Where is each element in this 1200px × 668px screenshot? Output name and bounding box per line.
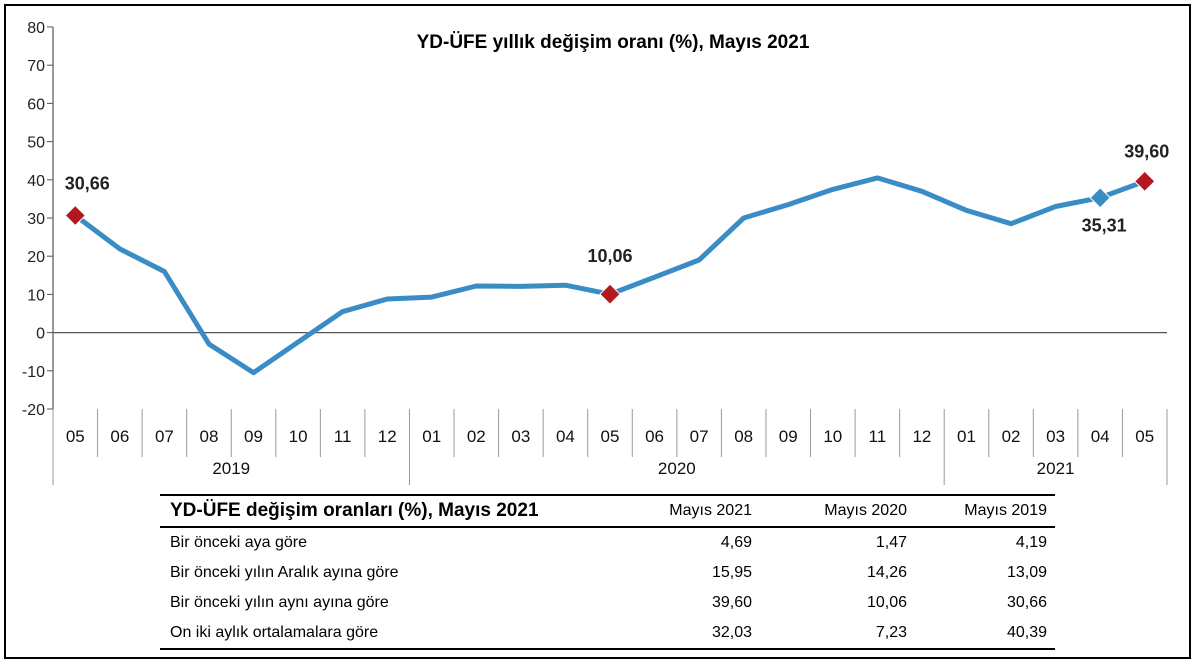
row-label: On iki aylık ortalamalara göre xyxy=(160,618,615,650)
data-label: 30,66 xyxy=(65,173,110,193)
data-marker xyxy=(599,283,621,305)
column-header: Mayıs 2019 xyxy=(915,494,1055,528)
data-markers xyxy=(64,170,1156,305)
table-cell: 10,06 xyxy=(866,594,907,611)
table-header-row: YD-ÜFE değişim oranları (%), Mayıs 2021 … xyxy=(160,494,1055,528)
y-axis-ticks: 80 70 60 50 40 30 20 10 0 -10 -20 xyxy=(22,20,53,419)
x-tick-label: 02 xyxy=(467,427,486,446)
x-tick-label: 06 xyxy=(110,427,129,446)
table-cell: 13,09 xyxy=(1006,564,1047,581)
x-tick-label: 05 xyxy=(601,427,620,446)
x-tick-label: 12 xyxy=(912,427,931,446)
x-tick-label: 04 xyxy=(1091,427,1110,446)
y-tick-label: 10 xyxy=(27,287,45,304)
table-row: Bir önceki yılın aynı ayına göre 39,60 1… xyxy=(160,588,1055,618)
data-label: 35,31 xyxy=(1082,216,1127,236)
year-label: 2020 xyxy=(658,459,696,478)
x-tick-label: 11 xyxy=(869,427,887,446)
table-cell: 1,47 xyxy=(875,534,907,551)
x-tick-label: 01 xyxy=(422,427,441,446)
data-label: 10,06 xyxy=(587,246,632,266)
y-tick-label: 20 xyxy=(27,249,45,266)
series-line xyxy=(72,175,1148,376)
x-tick-label: 10 xyxy=(823,427,842,446)
table-cell: 39,60 xyxy=(711,594,752,611)
x-tick-label: 03 xyxy=(511,427,530,446)
x-tick-label: 12 xyxy=(378,427,397,446)
year-label: 2021 xyxy=(1037,459,1075,478)
table-cell: 40,39 xyxy=(915,618,1055,650)
chart-title: YD-ÜFE yıllık değişim oranı (%), Mayıs 2… xyxy=(417,32,810,53)
table-row: On iki aylık ortalamalara göre 32,03 7,2… xyxy=(160,618,1055,650)
table-title: YD-ÜFE değişim oranları (%), Mayıs 2021 xyxy=(160,494,615,528)
x-tick-label: 01 xyxy=(957,427,976,446)
table-cell: 15,95 xyxy=(711,564,752,581)
y-tick-label: 30 xyxy=(27,211,45,228)
table-cell: 30,66 xyxy=(1006,594,1047,611)
column-header: Mayıs 2021 xyxy=(615,494,760,528)
x-tick-label: 07 xyxy=(155,427,174,446)
data-label: 39,60 xyxy=(1124,141,1169,161)
x-tick-label: 02 xyxy=(1002,427,1021,446)
series-lines xyxy=(72,175,1148,376)
y-tick-label: 0 xyxy=(36,326,45,343)
x-tick-label: 07 xyxy=(690,427,709,446)
x-tick-label: 06 xyxy=(645,427,664,446)
x-tick-label: 09 xyxy=(244,427,263,446)
data-marker xyxy=(1089,187,1111,209)
table-cell: 14,26 xyxy=(866,564,907,581)
table-cell: 4,69 xyxy=(720,534,752,551)
column-header: Mayıs 2020 xyxy=(760,494,915,528)
y-tick-label: 70 xyxy=(27,58,45,75)
row-label: Bir önceki yılın Aralık ayına göre xyxy=(170,564,399,581)
year-label: 2019 xyxy=(212,459,250,478)
table-cell: 32,03 xyxy=(615,618,760,650)
y-tick-label: 50 xyxy=(27,135,45,152)
x-tick-label: 05 xyxy=(66,427,85,446)
x-tick-label: 08 xyxy=(734,427,753,446)
table-cell: 7,23 xyxy=(760,618,915,650)
data-marker xyxy=(1134,170,1156,193)
x-axis-categories: 05 06 07 08 09 10 11 12 01 02 03 04 05 06 07 08 09 10 11 12… xyxy=(52,409,1168,485)
table-cell: 4,19 xyxy=(1015,534,1047,551)
row-label: Bir önceki yılın aynı ayına göre xyxy=(170,594,389,611)
y-tick-label: -20 xyxy=(22,402,45,419)
y-tick-label: -10 xyxy=(22,364,45,381)
y-tick-label: 60 xyxy=(27,96,45,113)
x-tick-label: 11 xyxy=(334,427,352,446)
table-row: Bir önceki aya göre 4,69 1,47 4,19 xyxy=(160,527,1055,558)
chart-frame xyxy=(4,4,1191,659)
table-row: Bir önceki yılın Aralık ayına göre 15,95… xyxy=(160,558,1055,588)
y-tick-label: 80 xyxy=(27,20,45,37)
x-tick-label: 05 xyxy=(1135,427,1154,446)
data-labels: 30,66 10,06 35,31 39,60 xyxy=(65,141,1169,266)
x-tick-label: 04 xyxy=(556,427,575,446)
x-tick-label: 03 xyxy=(1046,427,1065,446)
x-tick-label: 08 xyxy=(199,427,218,446)
x-tick-label: 10 xyxy=(289,427,308,446)
data-marker xyxy=(64,204,86,227)
x-tick-label: 09 xyxy=(779,427,798,446)
summary-table: YD-ÜFE değişim oranları (%), Mayıs 2021 … xyxy=(160,494,1055,650)
row-label: Bir önceki aya göre xyxy=(170,534,307,551)
y-tick-label: 40 xyxy=(27,173,45,190)
